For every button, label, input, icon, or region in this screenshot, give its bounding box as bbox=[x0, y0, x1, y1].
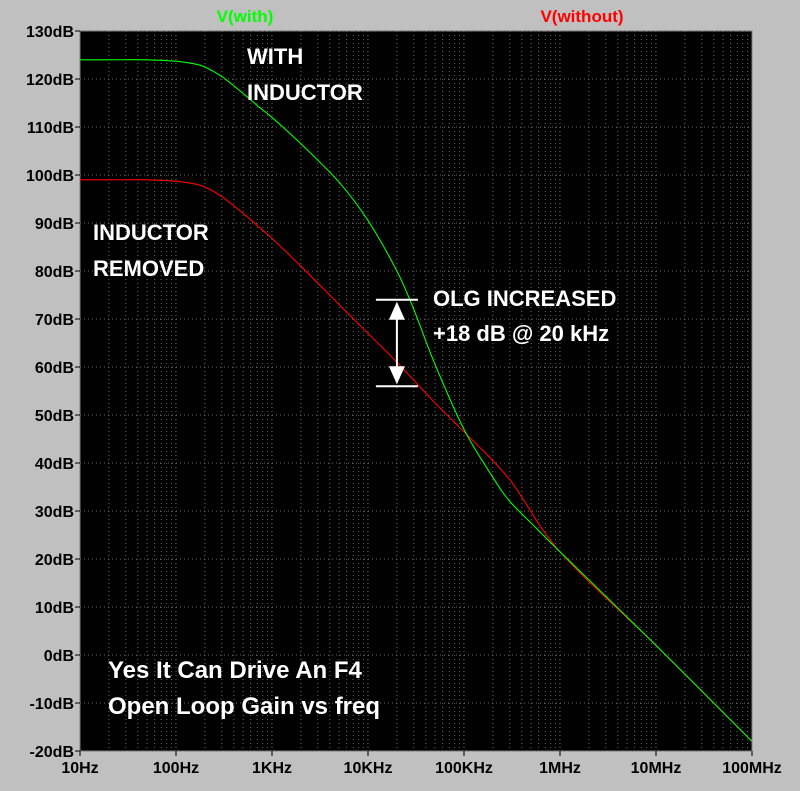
y-tick-label: 40dB bbox=[35, 456, 74, 473]
grid-lines bbox=[79, 30, 752, 752]
plot-area[interactable] bbox=[79, 30, 753, 752]
annotation-with-inductor: WITH bbox=[247, 44, 303, 69]
chart-caption: Yes It Can Drive An F4 bbox=[108, 657, 363, 684]
y-tick-label: 30dB bbox=[35, 504, 74, 521]
arrow-head-up bbox=[388, 301, 405, 320]
x-tick-label: 10Hz bbox=[61, 760, 98, 777]
arrow-head-down bbox=[388, 366, 405, 385]
chart-caption: Open Loop Gain vs freq bbox=[108, 693, 380, 720]
x-tick-label: 100KHz bbox=[435, 760, 493, 777]
y-tick-label: -20dB bbox=[30, 744, 74, 761]
y-tick-label: 110dB bbox=[27, 120, 74, 137]
y-tick-label: 120dB bbox=[26, 72, 74, 89]
annotation-olg-increased: +18 dB @ 20 kHz bbox=[433, 321, 609, 346]
y-tick-label: -10dB bbox=[30, 696, 74, 713]
legend-entry: V(with) bbox=[217, 7, 274, 26]
annotation-olg-increased: OLG INCREASED bbox=[433, 286, 616, 311]
series-lines bbox=[80, 59, 753, 742]
annotation-inductor-removed: INDUCTOR bbox=[93, 220, 209, 245]
axis-ticks: 130dB 120dB 110dB 100dB 90dB 80dB 70dB 60dB 50dB… bbox=[26, 24, 782, 777]
annotation-with-inductor: INDUCTOR bbox=[247, 80, 363, 105]
x-tick-label: 10KHz bbox=[344, 760, 393, 777]
y-tick-label: 20dB bbox=[35, 552, 74, 569]
y-tick-label: 50dB bbox=[35, 408, 74, 425]
y-tick-label: 80dB bbox=[35, 264, 74, 281]
y-tick-label: 0dB bbox=[44, 648, 74, 665]
y-tick-label: 90dB bbox=[35, 216, 74, 233]
y-tick-label: 100dB bbox=[26, 168, 74, 185]
series-with-line bbox=[80, 59, 753, 742]
legend-entry: V(without) bbox=[540, 7, 623, 26]
x-tick-label: 10MHz bbox=[631, 760, 682, 777]
x-tick-label: 1MHz bbox=[539, 760, 581, 777]
annotation-inductor-removed: REMOVED bbox=[93, 256, 204, 281]
series-without-line bbox=[80, 179, 753, 742]
y-tick-label: 60dB bbox=[35, 360, 74, 377]
x-tick-label: 100MHz bbox=[722, 760, 782, 777]
legend: V(with) V(without) bbox=[217, 7, 624, 26]
annotations: WITH INDUCTOR INDUCTOR REMOVED OLG INCREASED… bbox=[93, 44, 616, 720]
x-tick-label: 1KHz bbox=[252, 760, 292, 777]
y-tick-label: 10dB bbox=[35, 600, 74, 617]
y-tick-label: 130dB bbox=[26, 24, 74, 41]
y-tick-label: 70dB bbox=[35, 312, 74, 329]
x-tick-label: 100Hz bbox=[153, 760, 199, 777]
